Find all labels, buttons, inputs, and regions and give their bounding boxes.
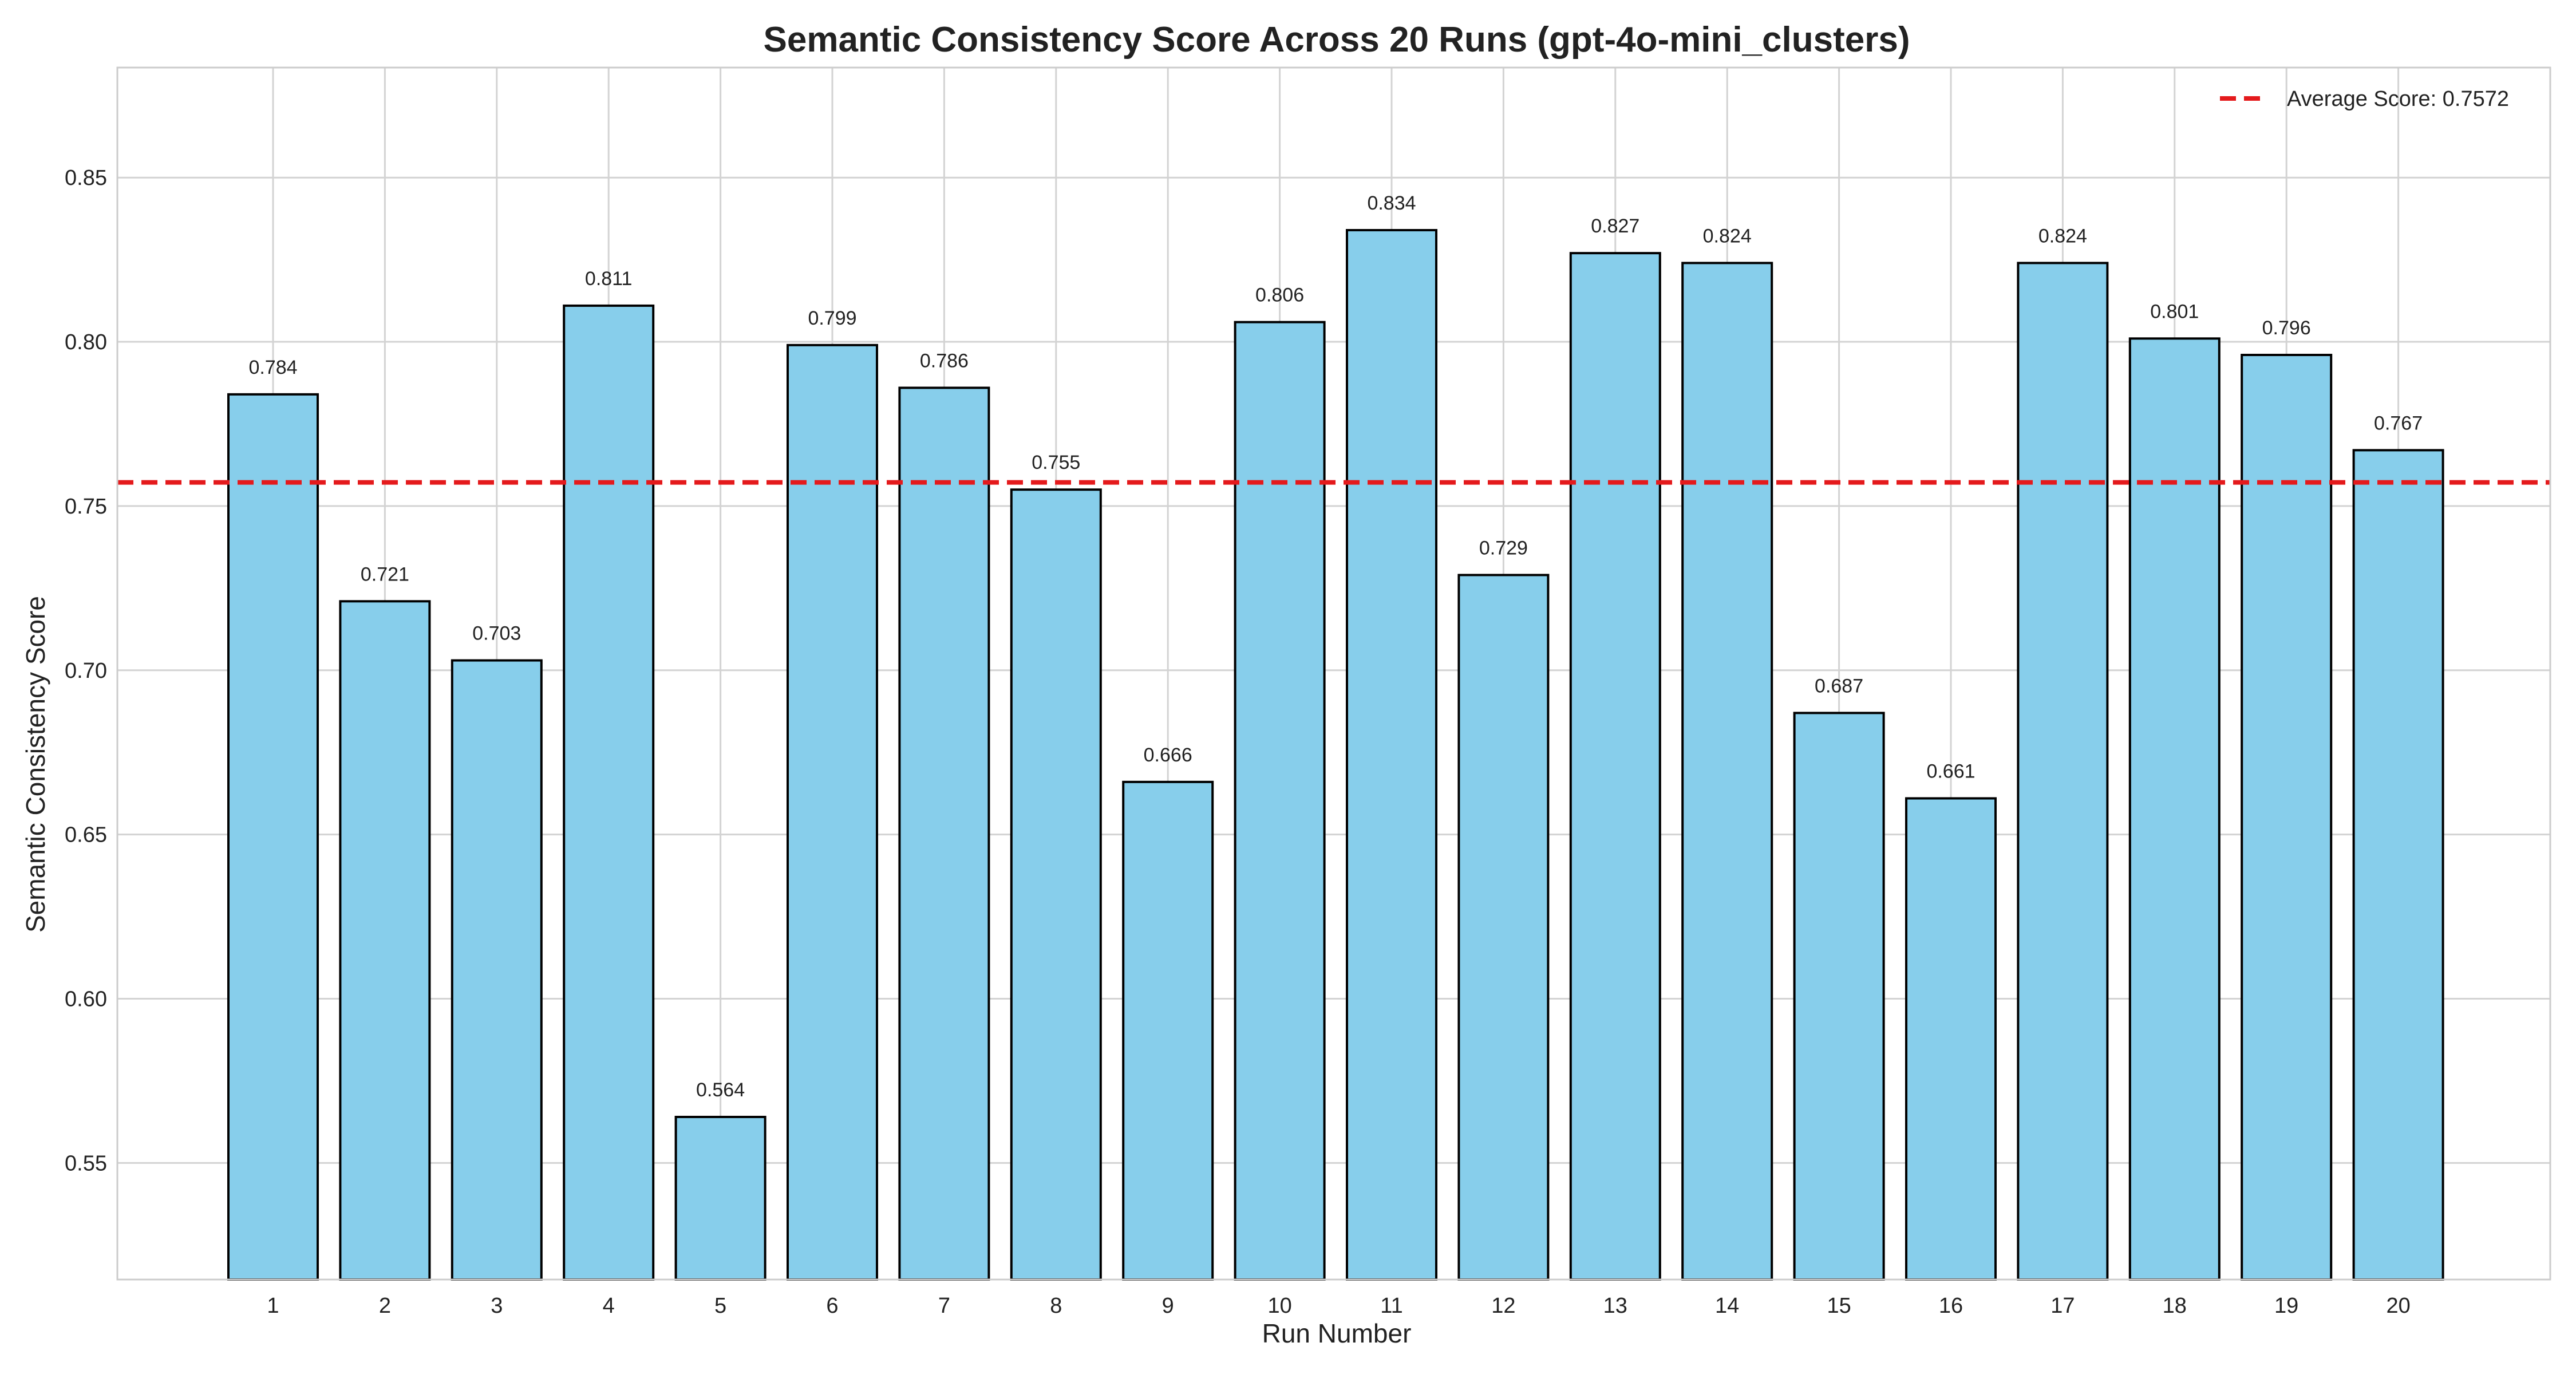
bar [898, 386, 990, 1281]
x-tick-label: 7 [938, 1294, 950, 1318]
chart-title: Semantic Consistency Score Across 20 Run… [764, 20, 1910, 60]
bar [1234, 321, 1326, 1281]
bar [1905, 797, 1997, 1281]
bar [674, 1116, 767, 1281]
legend: Average Score: 0.7572 [2220, 87, 2509, 111]
bar [451, 659, 543, 1281]
x-tick-label: 10 [1267, 1294, 1291, 1318]
x-tick-label: 8 [1050, 1294, 1062, 1318]
bar-value-label: 0.834 [1367, 192, 1416, 214]
x-tick-label: 17 [2050, 1294, 2075, 1318]
bar-value-label: 0.824 [1703, 225, 1752, 247]
x-tick-label: 16 [1939, 1294, 1963, 1318]
x-tick-label: 19 [2274, 1294, 2298, 1318]
x-tick-label: 2 [379, 1294, 391, 1318]
x-tick-label: 20 [2386, 1294, 2410, 1318]
bar-value-label: 0.806 [1255, 285, 1304, 306]
x-tick-label: 9 [1162, 1294, 1174, 1318]
legend-label: Average Score: 0.7572 [2287, 87, 2509, 111]
bar [1346, 228, 1437, 1281]
x-tick-label: 13 [1603, 1294, 1627, 1318]
bar [2241, 353, 2333, 1281]
bar [227, 393, 319, 1281]
x-tick-label: 18 [2163, 1294, 2187, 1318]
bar-value-label: 0.786 [920, 350, 969, 372]
plot-frame [116, 66, 2551, 1281]
bar-value-label: 0.729 [1479, 537, 1528, 559]
bar-value-label: 0.801 [2150, 301, 2199, 322]
bar [1122, 780, 1214, 1281]
x-tick-label: 1 [267, 1294, 279, 1318]
bar-value-label: 0.796 [2262, 317, 2311, 339]
y-tick-label: 0.75 [65, 495, 107, 519]
bar [339, 600, 431, 1281]
x-tick-label: 3 [491, 1294, 503, 1318]
y-tick-label: 0.70 [65, 659, 107, 683]
data-labels: 0.784 0.721 0.703 0.811 0.564 0.799 0.786 0.755… [248, 192, 2423, 1101]
bar [2128, 337, 2221, 1281]
bar-value-label: 0.824 [2038, 225, 2087, 247]
x-tick-label: 12 [1491, 1294, 1515, 1318]
x-tick-label: 6 [826, 1294, 838, 1318]
x-axis-label: Run Number [1262, 1318, 1412, 1348]
bar-value-label: 0.703 [472, 623, 521, 645]
bar-value-label: 0.687 [1815, 675, 1863, 697]
bar [1793, 712, 1885, 1281]
bar [1010, 488, 1102, 1281]
x-tick-label: 11 [1380, 1294, 1402, 1318]
y-tick-label: 0.80 [65, 330, 107, 354]
y-tick-label: 0.65 [65, 823, 107, 847]
y-tick-label: 0.60 [65, 987, 107, 1011]
bar-value-label: 0.784 [248, 357, 297, 378]
tick-labels: 0.550.600.650.700.750.800.851 2 3 4 5 6 7 8 9 10 1… [65, 166, 2411, 1318]
x-tick-label: 5 [714, 1294, 726, 1318]
bar [2017, 262, 2109, 1281]
bar-value-label: 0.564 [696, 1079, 745, 1101]
bar-value-label: 0.799 [808, 307, 856, 329]
bar [1569, 252, 1661, 1281]
bar-value-label: 0.666 [1144, 744, 1192, 766]
bar [1457, 574, 1550, 1281]
bar [1681, 262, 1773, 1281]
bar [2352, 449, 2444, 1281]
y-tick-label: 0.55 [65, 1151, 107, 1175]
bar [787, 344, 878, 1281]
bar-value-label: 0.767 [2374, 412, 2423, 434]
y-tick-label: 0.85 [65, 166, 107, 190]
y-axis-label: Semantic Consistency Score [21, 596, 50, 933]
bar-value-label: 0.811 [585, 268, 633, 290]
x-tick-label: 14 [1715, 1294, 1739, 1318]
bar-value-label: 0.755 [1032, 452, 1080, 473]
bar-value-label: 0.661 [1926, 761, 1975, 783]
bar-value-label: 0.721 [361, 563, 409, 585]
bar-value-label: 0.827 [1591, 215, 1639, 237]
bar [563, 304, 655, 1281]
x-tick-label: 15 [1827, 1294, 1851, 1318]
x-tick-label: 4 [603, 1294, 615, 1318]
